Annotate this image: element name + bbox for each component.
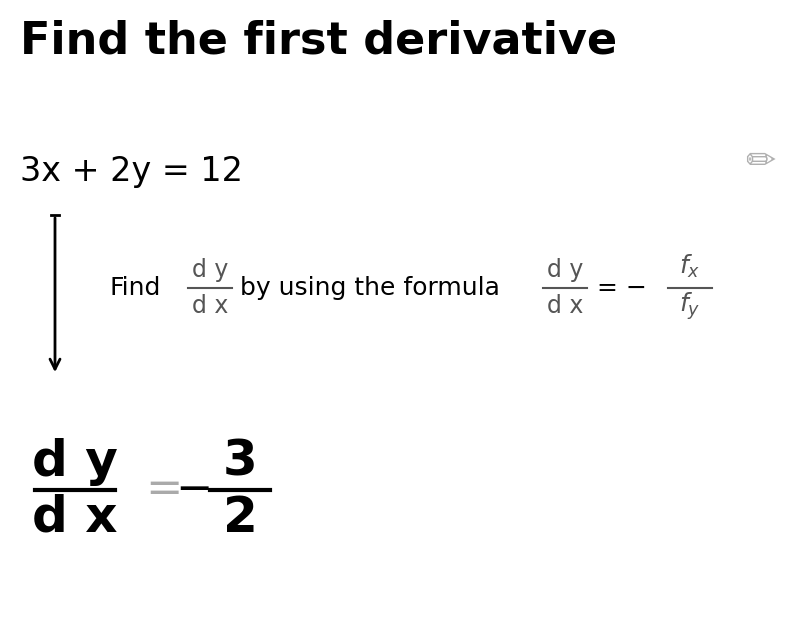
Text: d y: d y (32, 438, 118, 486)
Text: = −: = − (597, 276, 647, 300)
Text: $f_y$: $f_y$ (679, 290, 701, 322)
Text: d y: d y (192, 258, 228, 282)
Text: 2: 2 (222, 494, 258, 542)
Text: d x: d x (547, 294, 583, 318)
Text: Find: Find (110, 276, 162, 300)
Text: −: − (175, 468, 212, 512)
Text: 3: 3 (222, 438, 258, 486)
Text: ✏: ✏ (745, 145, 775, 179)
Text: d y: d y (547, 258, 583, 282)
Text: $f_x$: $f_x$ (679, 252, 701, 280)
Text: Find the first derivative: Find the first derivative (20, 20, 617, 63)
Text: by using the formula: by using the formula (240, 276, 500, 300)
Text: 3x + 2y = 12: 3x + 2y = 12 (20, 155, 243, 188)
Text: d x: d x (192, 294, 228, 318)
Text: =: = (145, 468, 182, 512)
Text: d x: d x (32, 494, 118, 542)
